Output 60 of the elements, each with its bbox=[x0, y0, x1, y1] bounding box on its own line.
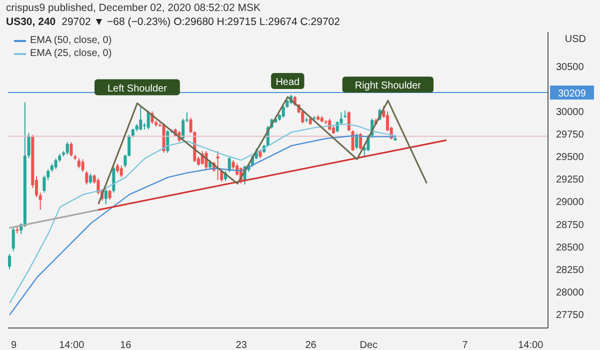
candlestick bbox=[355, 132, 358, 150]
candlestick bbox=[54, 158, 58, 170]
candlestick bbox=[12, 226, 15, 252]
y-axis-title: USD bbox=[564, 34, 586, 45]
candlestick bbox=[351, 130, 354, 152]
candlestick bbox=[182, 118, 185, 140]
chart-title: US30, 240 bbox=[6, 16, 56, 28]
candlestick bbox=[185, 112, 188, 123]
candlestick bbox=[131, 128, 134, 138]
candlestick bbox=[77, 158, 80, 169]
legend-label: EMA (25, close, 0) bbox=[30, 48, 112, 59]
candlestick bbox=[85, 170, 88, 186]
candlestick bbox=[347, 110, 350, 132]
x-tick-label: 14:00 bbox=[59, 340, 85, 350]
y-tick-label: 29250 bbox=[556, 174, 584, 186]
candlestick bbox=[139, 106, 142, 131]
candlestick bbox=[8, 254, 11, 270]
candlestick bbox=[108, 189, 112, 200]
y-tick-label: 29000 bbox=[556, 197, 584, 208]
candlestick bbox=[70, 142, 73, 158]
y-tick-label: 30500 bbox=[556, 62, 584, 73]
legend-label: EMA (50, close, 0) bbox=[30, 35, 112, 46]
candlestick bbox=[120, 165, 123, 178]
line-series bbox=[98, 96, 428, 204]
text: crispus9 published, December 02, 2020 08:52:02 MSK bbox=[6, 2, 260, 14]
candlestick bbox=[66, 142, 69, 156]
candlestick bbox=[112, 166, 116, 194]
candlestick bbox=[104, 188, 108, 205]
annotation: Head bbox=[276, 76, 300, 88]
x-tick-label: 7 bbox=[462, 340, 468, 350]
candlestick bbox=[46, 168, 50, 180]
candlestick bbox=[146, 110, 150, 130]
x-tick-label: 16 bbox=[120, 340, 132, 350]
x-tick-label: Dec bbox=[360, 340, 378, 350]
candlestick bbox=[128, 134, 131, 158]
y-tick-label: 28000 bbox=[556, 287, 584, 298]
candlestick bbox=[42, 174, 46, 194]
ref-line-label: 30209 bbox=[558, 88, 586, 100]
y-tick-label: 29500 bbox=[556, 152, 584, 164]
candlestick bbox=[124, 154, 127, 168]
y-tick-label: 29750 bbox=[556, 130, 584, 141]
candlestick bbox=[216, 150, 220, 180]
chart-subtitle: 29702 ▼ −68 (−0.23%) O:29680 H:29715 L:29674 C:29702 bbox=[62, 16, 340, 28]
x-tick-label: 9 bbox=[11, 340, 18, 350]
y-tick-label: 27750 bbox=[556, 310, 584, 322]
y-tick-label: 28500 bbox=[556, 242, 584, 254]
x-tick-label: 23 bbox=[236, 340, 248, 350]
candlestick bbox=[359, 132, 362, 150]
candlestick bbox=[27, 132, 30, 159]
x-tick-label: 14:00 bbox=[518, 340, 544, 350]
y-tick-label: 30000 bbox=[556, 106, 584, 118]
candlestick bbox=[116, 163, 119, 174]
annotation: Right Shoulder bbox=[354, 80, 422, 92]
y-tick-label: 28250 bbox=[556, 264, 584, 276]
x-tick-label: 26 bbox=[305, 340, 317, 350]
candlestick bbox=[81, 158, 84, 172]
candlestick bbox=[38, 192, 42, 210]
candlestick bbox=[89, 173, 92, 184]
annotation: Left Shoulder bbox=[107, 83, 168, 94]
y-tick-label: 28750 bbox=[556, 220, 584, 231]
